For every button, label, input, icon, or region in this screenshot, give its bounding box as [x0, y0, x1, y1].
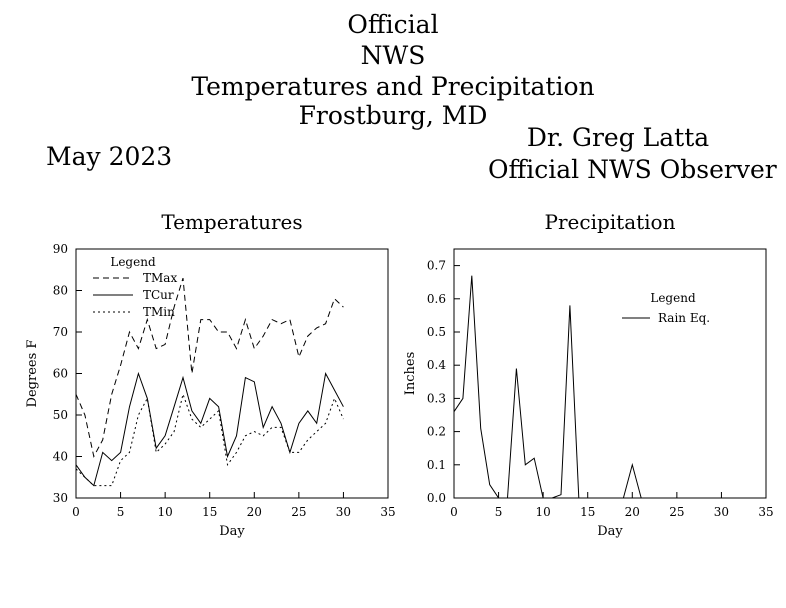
precip-y-tick-label: 0.4: [427, 358, 446, 372]
precip-x-tick-label: 25: [669, 505, 684, 519]
temp-x-tick-label: 15: [202, 505, 217, 519]
temp-series-tcur-line: [75, 371, 344, 487]
precip-y-axis-label: Inches: [403, 352, 418, 396]
temp-y-tick-label: 80: [53, 284, 68, 298]
precip-x-axis-label: Day: [597, 524, 623, 539]
temp-x-tick-label: 10: [158, 505, 173, 519]
temp-x-axis-label: Day: [219, 524, 245, 539]
precip-y-tick-label: 0.3: [427, 391, 446, 405]
temp-title: Temperatures: [161, 210, 302, 234]
precip-x-tick-label: 5: [495, 505, 503, 519]
temp-y-axis-label: Degrees F: [25, 340, 40, 408]
observer-title: Official NWS Observer: [488, 155, 777, 184]
precip-y-tick-label: 0.0: [427, 491, 446, 505]
precip-x-tick-label: 30: [714, 505, 729, 519]
precip-y-tick-label: 0.2: [427, 425, 446, 439]
precip-y-tick-label: 0.6: [427, 292, 446, 306]
precip-y-tick-label: 0.5: [427, 325, 446, 339]
temperature-chart: 0 5 10 15 20 25 30 35 30 40 50 60 70 80 90 Temperatures…: [25, 210, 396, 539]
temp-x-tick-label: 30: [336, 505, 351, 519]
precip-y-tick-label: 0.7: [427, 259, 446, 273]
title-line-3: Temperatures and Precipitation: [191, 72, 595, 101]
temp-legend-entry: TMin: [143, 305, 175, 319]
temp-plot-frame: [75, 248, 389, 499]
precip-y-tick-label: 0.1: [427, 458, 446, 472]
temp-x-tick-label: 25: [291, 505, 306, 519]
temp-legend-entry: TCur: [143, 288, 174, 302]
temp-y-tick-label: 50: [53, 408, 68, 422]
title-line-1: Official: [347, 10, 439, 39]
precip-x-tick-label: 15: [580, 505, 595, 519]
precip-x-tick-label: 0: [450, 505, 458, 519]
temp-y-tick-label: 30: [53, 491, 68, 505]
precip-legend-entry: Rain Eq.: [658, 311, 710, 325]
temp-legend-entry: TMax: [143, 271, 177, 285]
precipitation-chart: 0 5 10 15 20 25 30 35 0.0 0.1 0.2 0.3 0.4 0.5 0.6 0.7 Pr…: [403, 210, 774, 539]
precip-series-rain-eq--line: [453, 275, 642, 499]
precip-title: Precipitation: [545, 210, 676, 234]
precip-x-tick-label: 10: [536, 505, 551, 519]
temp-y-tick-label: 90: [53, 242, 68, 256]
temp-series-tmax-line: [75, 277, 344, 458]
temp-y-tick-label: 70: [53, 325, 68, 339]
title-line-4: Frostburg, MD: [298, 101, 488, 130]
temp-x-tick-label: 35: [380, 505, 395, 519]
precip-legend-title: Legend: [650, 291, 696, 305]
temp-x-tick-label: 20: [247, 505, 262, 519]
precip-x-tick-label: 35: [758, 505, 773, 519]
title-line-2: NWS: [360, 41, 426, 70]
temp-x-tick-label: 5: [117, 505, 125, 519]
temp-x-tick-label: 0: [72, 505, 80, 519]
temp-legend-title: Legend: [110, 255, 156, 269]
observer-name: Dr. Greg Latta: [526, 123, 710, 152]
temp-y-tick-label: 60: [53, 367, 68, 381]
month-label: May 2023: [46, 142, 173, 171]
precip-plot-frame: [453, 248, 767, 499]
temp-y-tick-label: 40: [53, 450, 68, 464]
precip-x-tick-label: 20: [625, 505, 640, 519]
temp-series-tmin-line: [75, 392, 344, 487]
